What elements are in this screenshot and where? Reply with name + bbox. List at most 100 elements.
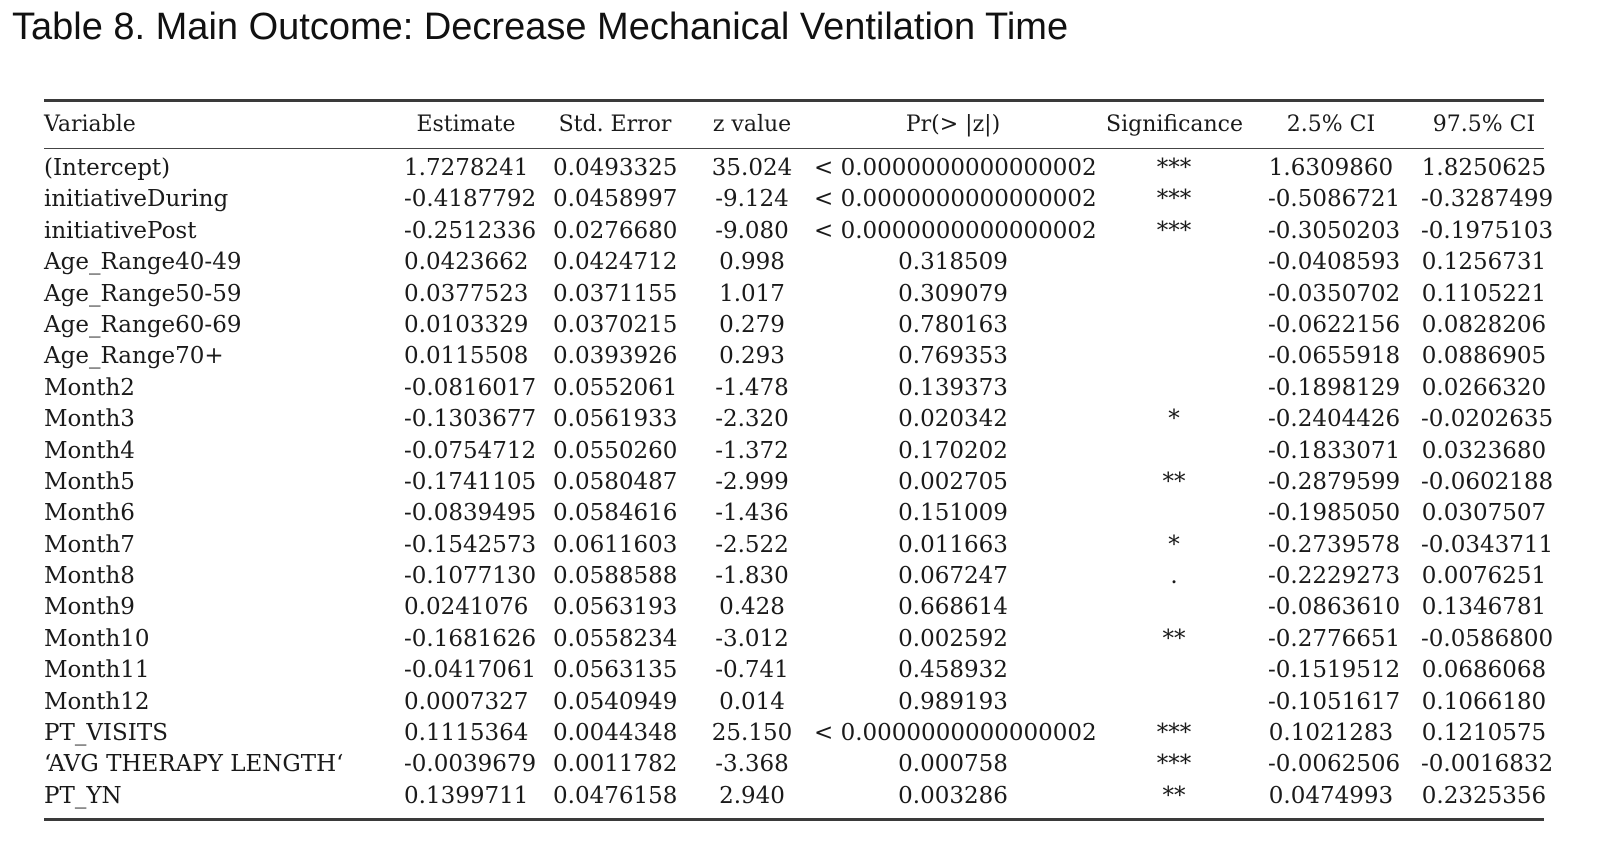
table-row: Month12 0.0007327 0.0540949 0.014 0.989193 -0… [44,687,1546,718]
cell-variable: Age_Range40-49 [44,249,242,276]
cell-estimate: -0.1077130 [404,563,537,590]
cell-z-value: -0.741 [715,657,789,684]
cell-estimate: 0.0007327 [404,688,529,715]
cell-std-error: 0.0588588 [553,563,678,590]
cell-significance: ** [1162,468,1186,495]
cell-significance: * [1168,531,1180,558]
cell-variable: Age_Range60-69 [44,311,242,338]
table-row: ‘AVG THERAPY LENGTH‘ -0.0039679 0.0011782 -… [44,749,1554,780]
cell-ci-high: 0.0266320 [1421,374,1547,401]
cell-variable: Month6 [44,500,135,527]
cell-ci-high: 0.0828206 [1421,311,1547,338]
table-row: Age_Range40-49 0.0423662 0.0424712 0.998 0.3… [44,247,1546,278]
cell-variable: initiativePost [44,217,197,244]
cell-ci-low: -0.1051617 [1268,688,1401,715]
table-row: Month5 -0.1741105 0.0580487 -2.999 0.002705 *… [44,467,1553,498]
cell-ci-high: 0.0323680 [1421,437,1547,464]
cell-p-value: 0.002592 [898,625,1008,652]
cell-std-error: 0.0540949 [553,688,678,715]
cell-estimate: 0.1115364 [404,720,529,747]
cell-ci-low: 1.6309860 [1268,155,1394,181]
cell-variable: initiativeDuring [44,186,229,213]
cell-variable: Month7 [44,531,135,558]
table-row: Month2 -0.0816017 0.0552061 -1.478 0.139373 -… [44,373,1547,404]
cell-significance: *** [1156,720,1192,747]
cell-ci-high: 0.0686068 [1421,657,1547,684]
cell-z-value: 2.940 [719,782,785,809]
cell-estimate: -0.0754712 [404,437,537,464]
cell-significance: *** [1156,751,1192,778]
table-row: initiativePost -0.2512336 0.0276680 -9.080 <… [44,216,1554,247]
table-top-rule [44,99,1544,102]
cell-estimate: -0.0039679 [404,751,537,778]
regression-table: Variable Estimate Std. Error z value Pr(… [44,99,1554,822]
cell-variable: Month9 [44,594,135,621]
cell-z-value: -3.368 [715,751,789,778]
cell-ci-low: -0.0655918 [1268,343,1401,370]
cell-ci-low: -0.0408593 [1268,249,1401,276]
cell-z-value: 35.024 [711,155,793,181]
cell-std-error: 0.0044348 [553,720,678,747]
cell-std-error: 0.0493325 [553,155,678,181]
cell-significance: ** [1162,625,1186,652]
cell-std-error: 0.0276680 [553,217,678,244]
cell-z-value: -1.436 [715,500,789,527]
table-header-row: Variable Estimate Std. Error z value Pr(… [44,102,1544,148]
table-row: Age_Range70+ 0.0115508 0.0393926 0.293 0.769… [44,341,1547,372]
table-body: (Intercept) 1.7278241 0.0493325 35.024 < 0.0… [44,149,1554,818]
cell-std-error: 0.0561933 [553,406,678,433]
cell-p-value: < 0.0000000000000002 [814,155,1097,181]
cell-significance: ** [1162,782,1186,809]
cell-p-value: 0.020342 [898,406,1008,433]
cell-std-error: 0.0371155 [553,280,678,307]
cell-z-value: -3.012 [715,625,789,652]
table-row: Month4 -0.0754712 0.0550260 -1.372 0.170202 -… [44,436,1547,467]
cell-std-error: 0.0550260 [553,437,678,464]
table-row: Month9 0.0241076 0.0563193 0.428 0.668614 -0.… [44,592,1546,623]
cell-ci-low: -0.1985050 [1268,500,1401,527]
cell-ci-high: 0.2325356 [1421,782,1547,809]
cell-z-value: 25.150 [711,720,793,747]
cell-ci-low: -0.2879599 [1268,468,1401,495]
table-row: Month7 -0.1542573 0.0611603 -2.522 0.011663 *… [44,530,1553,561]
cell-ci-high: 0.0307507 [1421,500,1547,527]
cell-ci-low: -0.1833071 [1268,437,1401,464]
cell-ci-high: 0.1210575 [1421,720,1547,747]
cell-ci-high: 0.0886905 [1421,343,1547,370]
cell-p-value: 0.003286 [898,782,1008,809]
cell-estimate: 0.0115508 [404,343,529,370]
cell-p-value: 0.309079 [898,280,1008,307]
cell-estimate: -0.1681626 [404,625,537,652]
cell-p-value: 0.139373 [898,374,1008,401]
cell-std-error: 0.0011782 [553,751,678,778]
cell-variable: PT_VISITS [44,720,168,747]
cell-z-value: -2.320 [715,406,789,433]
cell-estimate: -0.1542573 [404,531,537,558]
cell-variable: PT_YN [44,782,122,809]
cell-p-value: 0.002705 [898,468,1008,495]
cell-z-value: -2.999 [715,468,789,495]
cell-variable: Age_Range50-59 [44,280,242,307]
table-row: Month3 -0.1303677 0.0561933 -2.320 0.020342 *… [44,404,1553,435]
cell-variable: Month5 [44,468,135,495]
cell-p-value: 0.989193 [898,688,1008,715]
cell-ci-low: -0.2229273 [1268,563,1401,590]
cell-z-value: 0.293 [719,343,785,370]
cell-ci-low: -0.2404426 [1268,406,1401,433]
cell-ci-low: -0.2776651 [1268,625,1401,652]
cell-ci-high: -0.1975103 [1421,217,1554,244]
cell-std-error: 0.0552061 [553,374,678,401]
cell-std-error: 0.0563193 [553,594,678,621]
cell-p-value: 0.011663 [898,531,1008,558]
cell-variable: (Intercept) [44,155,171,181]
header-ci-low: 2.5% CI [1286,112,1376,137]
cell-p-value: 0.170202 [898,437,1008,464]
cell-std-error: 0.0580487 [553,468,678,495]
cell-ci-high: -0.0016832 [1421,751,1554,778]
cell-variable: Month11 [44,657,150,684]
table-row: initiativeDuring -0.4187792 0.0458997 -9.12… [44,184,1553,215]
cell-z-value: -9.080 [715,217,789,244]
table-row: Age_Range60-69 0.0103329 0.0370215 0.279 0.7… [44,310,1547,341]
cell-ci-low: 0.0474993 [1268,782,1394,809]
cell-std-error: 0.0558234 [553,625,678,652]
